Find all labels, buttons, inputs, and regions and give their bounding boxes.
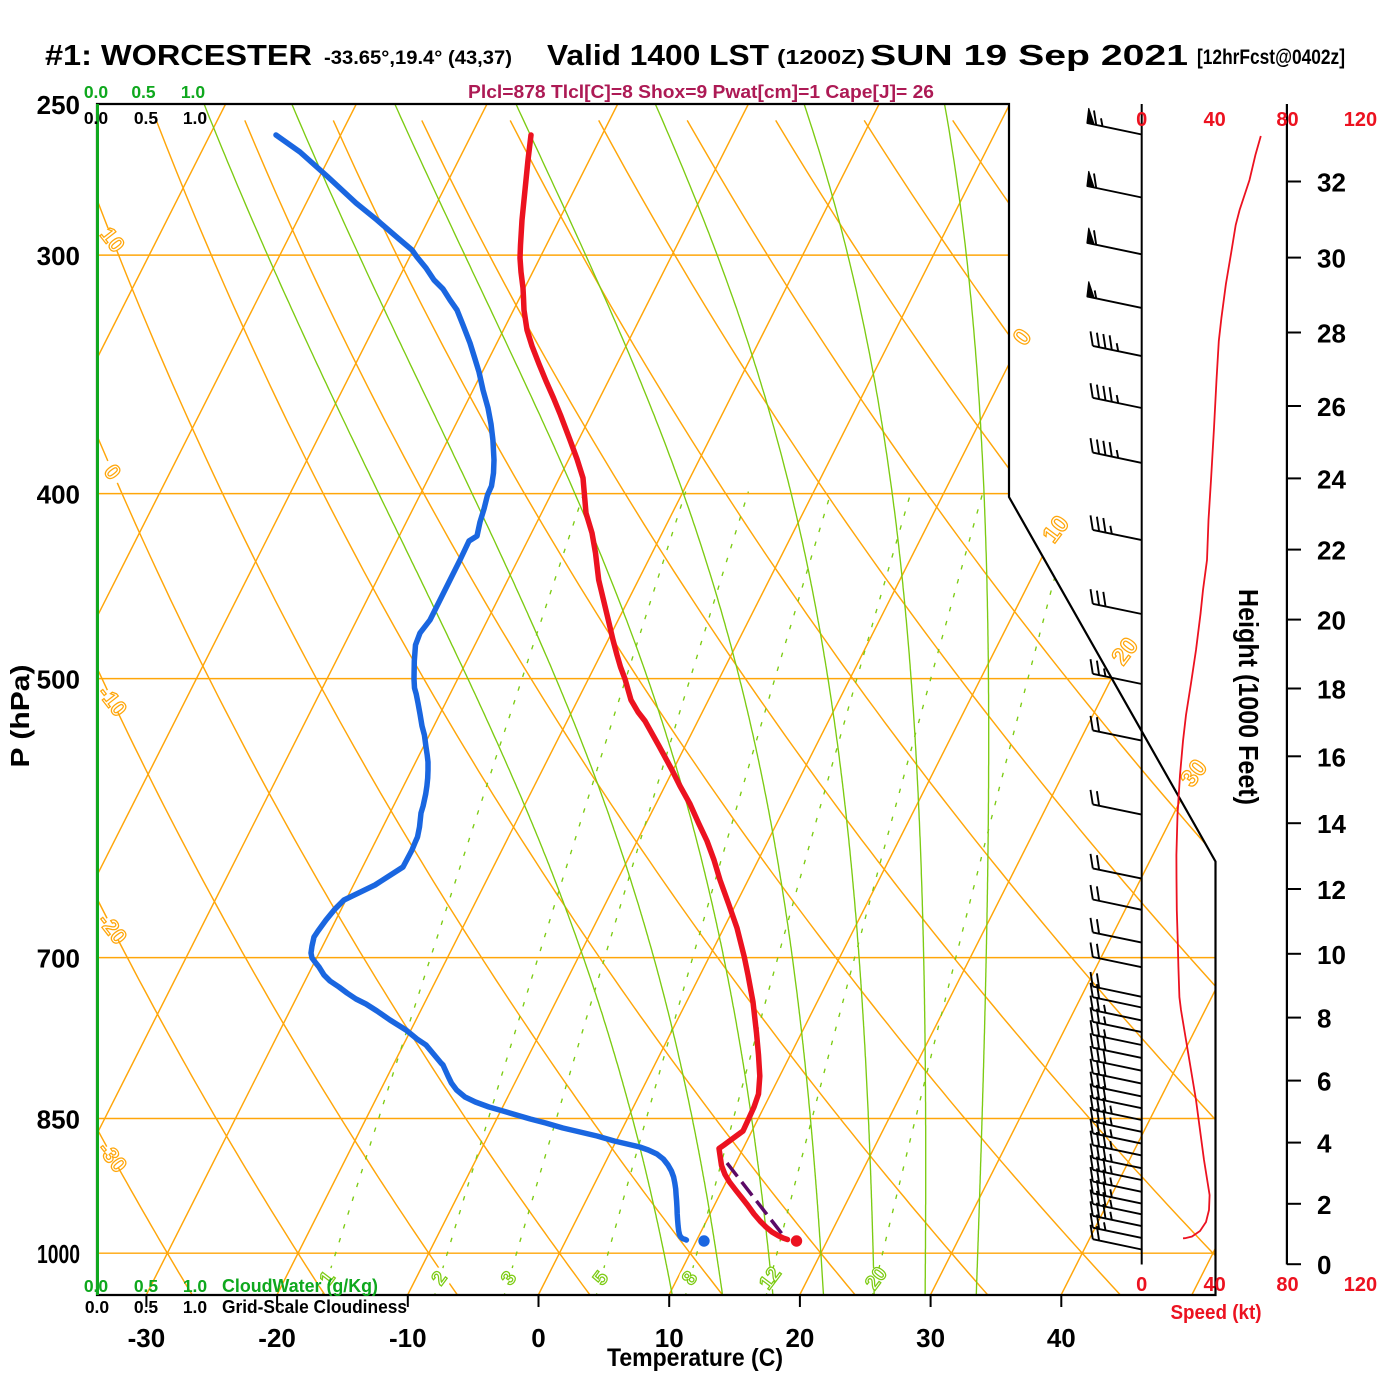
svg-text:80: 80 <box>1276 109 1298 131</box>
svg-text:120: 120 <box>1344 109 1377 131</box>
svg-text:400: 400 <box>37 480 80 510</box>
svg-text:26: 26 <box>1317 392 1346 422</box>
svg-text:Grid-Scale Cloudiness: Grid-Scale Cloudiness <box>222 1296 407 1317</box>
svg-text:8: 8 <box>1317 1004 1331 1034</box>
svg-text:[12hrFcst@0402z]: [12hrFcst@0402z] <box>1197 46 1345 69</box>
svg-text:4: 4 <box>1317 1129 1332 1159</box>
svg-text:40: 40 <box>1203 1274 1225 1296</box>
svg-text:28: 28 <box>1317 319 1346 349</box>
svg-text:0.0: 0.0 <box>84 108 109 128</box>
svg-text:1.0: 1.0 <box>181 82 206 102</box>
svg-text:850: 850 <box>37 1105 80 1135</box>
svg-text:12: 12 <box>1317 875 1346 905</box>
svg-text:Temperature (C): Temperature (C) <box>607 1344 783 1372</box>
svg-text:(1200Z): (1200Z) <box>777 47 865 69</box>
svg-text:Plcl=878 Tlcl[C]=8 Shox=9 Pwat: Plcl=878 Tlcl[C]=8 Shox=9 Pwat[cm]=1 Cap… <box>468 81 934 102</box>
svg-text:Valid 1400 LST: Valid 1400 LST <box>547 40 769 72</box>
svg-text:10: 10 <box>1317 940 1346 970</box>
svg-text:24: 24 <box>1317 464 1346 494</box>
svg-text:500: 500 <box>37 665 80 695</box>
svg-text:1000: 1000 <box>37 1239 80 1269</box>
svg-text:0.5: 0.5 <box>134 1297 159 1317</box>
svg-text:0: 0 <box>1136 109 1147 131</box>
svg-text:1.0: 1.0 <box>183 1276 208 1296</box>
svg-text:0.0: 0.0 <box>85 1297 110 1317</box>
svg-text:CloudWater (g/Kg): CloudWater (g/Kg) <box>222 1275 378 1296</box>
svg-text:20: 20 <box>1317 606 1346 636</box>
svg-text:700: 700 <box>37 944 80 974</box>
svg-text:14: 14 <box>1317 809 1346 839</box>
svg-text:300: 300 <box>37 241 80 271</box>
svg-text:0: 0 <box>531 1323 545 1353</box>
svg-text:Speed (kt): Speed (kt) <box>1171 1302 1262 1324</box>
svg-text:6: 6 <box>1317 1067 1331 1097</box>
svg-text:1.0: 1.0 <box>183 108 208 128</box>
svg-text:0: 0 <box>1136 1274 1147 1296</box>
svg-text:-33.65°,19.4° (43,37): -33.65°,19.4° (43,37) <box>324 47 512 69</box>
svg-text:80: 80 <box>1276 1274 1298 1296</box>
svg-text:0.5: 0.5 <box>131 82 156 102</box>
svg-text:-20: -20 <box>258 1323 296 1353</box>
svg-text:-30: -30 <box>128 1323 166 1353</box>
svg-text:2: 2 <box>1317 1190 1331 1220</box>
svg-text:SUN 19 Sep 2021: SUN 19 Sep 2021 <box>870 40 1188 72</box>
svg-text:18: 18 <box>1317 675 1346 705</box>
svg-text:P (hPa): P (hPa) <box>5 665 35 768</box>
svg-text:30: 30 <box>916 1323 945 1353</box>
svg-text:1.0: 1.0 <box>183 1297 208 1317</box>
svg-text:10: 10 <box>655 1323 684 1353</box>
svg-text:0.0: 0.0 <box>84 82 109 102</box>
svg-text:0.0: 0.0 <box>84 1276 109 1296</box>
svg-text:Height (1000 Feet): Height (1000 Feet) <box>1233 589 1264 805</box>
svg-text:-10: -10 <box>389 1323 427 1353</box>
svg-text:32: 32 <box>1317 168 1346 198</box>
svg-text:30: 30 <box>1317 244 1346 274</box>
svg-text:0.5: 0.5 <box>134 108 159 128</box>
svg-text:0.5: 0.5 <box>134 1276 159 1296</box>
svg-text:120: 120 <box>1344 1274 1377 1296</box>
svg-text:250: 250 <box>37 90 80 120</box>
svg-text:22: 22 <box>1317 536 1346 566</box>
svg-text:0: 0 <box>1317 1250 1331 1280</box>
svg-text:#1: WORCESTER: #1: WORCESTER <box>45 40 312 72</box>
svg-text:40: 40 <box>1203 109 1225 131</box>
svg-text:40: 40 <box>1047 1323 1076 1353</box>
svg-text:20: 20 <box>785 1323 814 1353</box>
svg-text:16: 16 <box>1317 742 1346 772</box>
